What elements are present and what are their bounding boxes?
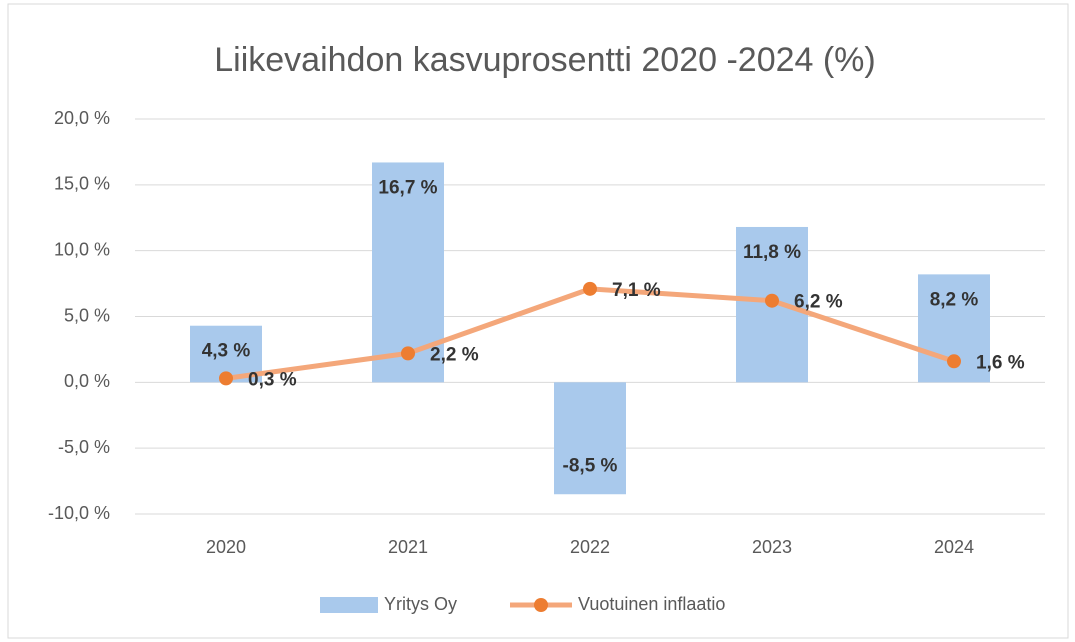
data-label: -8,5 % (563, 455, 618, 476)
y-tick-label: 5,0 % (64, 305, 110, 325)
data-label: 1,6 % (976, 352, 1025, 373)
data-label: 6,2 % (794, 292, 843, 313)
bar (554, 382, 626, 495)
marker (583, 281, 597, 296)
x-tick-label: 2021 (388, 537, 428, 557)
y-tick-label: 0,0 % (64, 371, 110, 391)
data-label: 11,8 % (743, 242, 801, 263)
y-tick-label: 15,0 % (54, 174, 110, 194)
marker (219, 371, 233, 386)
data-label: 7,1 % (612, 280, 661, 301)
y-tick-label: 10,0 % (54, 239, 110, 259)
marker (765, 293, 779, 308)
data-label: 2,2 % (430, 344, 479, 365)
y-tick-label: -10,0 % (48, 503, 110, 523)
chart-title: Liikevaihdon kasvuprosentti 2020 -2024 (… (214, 41, 876, 79)
y-tick-label: 20,0 % (54, 108, 110, 128)
data-label: 8,2 % (930, 289, 979, 310)
legend-label: Vuotuinen inflaatio (578, 594, 725, 614)
chart-frame (7, 3, 1069, 639)
x-tick-label: 2022 (570, 537, 610, 557)
data-label: 16,7 % (378, 177, 437, 198)
x-tick-label: 2023 (752, 537, 792, 557)
data-label: 4,3 % (202, 341, 251, 362)
legend-swatch (534, 598, 548, 612)
legend-swatch (320, 597, 378, 613)
x-tick-label: 2024 (934, 537, 974, 557)
marker (401, 346, 415, 361)
marker (947, 354, 961, 369)
x-tick-label: 2020 (206, 537, 246, 557)
legend-label: Yritys Oy (384, 594, 457, 614)
y-tick-label: -5,0 % (58, 437, 110, 457)
data-label: 0,3 % (248, 369, 297, 390)
